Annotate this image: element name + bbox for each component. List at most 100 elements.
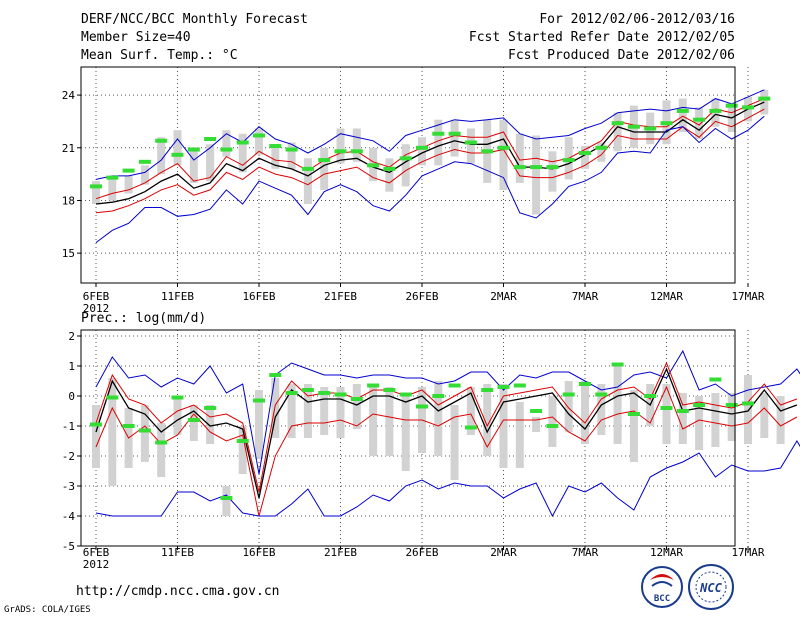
temp-spread-bar <box>450 119 459 157</box>
prec-spread-bar <box>532 417 541 432</box>
prec-spread-bar <box>385 387 394 456</box>
temp-observed-marker <box>530 165 543 170</box>
temp-spread-bar <box>189 151 198 183</box>
temp-plot-frame <box>80 66 736 284</box>
temp-spread-bar <box>532 135 541 215</box>
prec-observed-marker <box>318 391 331 395</box>
prec-observed-marker <box>432 394 445 398</box>
temp-observed-marker <box>644 126 657 131</box>
temp-observed-marker <box>416 145 428 150</box>
prec-y-tick-label: 2 <box>68 330 75 343</box>
temp-observed-marker <box>122 168 135 173</box>
temp-observed-marker <box>106 175 119 180</box>
temp-y-tick-label: 21 <box>62 142 75 155</box>
precipitation-variable-label: Prec.: log(mm/d) <box>81 311 206 326</box>
prec-y-tick-label: -2 <box>62 450 75 463</box>
temp-observed-marker <box>236 140 249 145</box>
temp-y-tick-label: 15 <box>62 247 75 260</box>
precipitation-panel: 6FEB 11FEB 16FEB 21FEB 26FEB 2MAR 7MAR 12MAR 17M… <box>62 329 800 571</box>
prec-x-tick-label: 2MAR <box>490 546 517 559</box>
temp-observed-marker <box>383 166 396 171</box>
prec-observed-marker <box>269 373 282 377</box>
prec-spread-bar <box>434 381 443 456</box>
prec-observed-marker <box>464 425 477 430</box>
prec-spread-bar <box>629 390 638 462</box>
temp-observed-marker <box>204 137 217 141</box>
prec-plot-frame <box>80 329 736 547</box>
temp-spread-bar <box>271 146 280 169</box>
temp-observed-marker <box>90 184 102 189</box>
temp-observed-marker <box>595 145 608 150</box>
prec-series-max <box>95 349 800 475</box>
prec-observed-marker <box>334 392 347 397</box>
prec-spread-bar <box>206 405 215 444</box>
bcc-logo: BCC <box>641 566 683 608</box>
temp-observed-marker <box>464 140 477 145</box>
prec-x-tick-label: 26FEB <box>405 546 438 559</box>
prec-spread-bar <box>173 399 182 435</box>
prec-observed-marker <box>530 409 543 413</box>
temp-observed-marker <box>155 138 168 143</box>
temp-observed-marker <box>334 149 347 154</box>
prec-x-tick-label: 16FEB <box>242 546 275 559</box>
prec-spread-bar <box>303 384 312 438</box>
temp-observed-marker <box>432 131 445 136</box>
prec-spread-bar <box>515 402 524 468</box>
prec-spread-bar <box>727 393 736 441</box>
ncc-logo: NCC <box>688 564 734 610</box>
prec-observed-marker <box>481 388 494 392</box>
prec-spread-bar <box>695 396 704 450</box>
prec-spread-bar <box>108 378 117 486</box>
temp-spread-bar <box>238 133 247 173</box>
temp-spread-bar <box>401 144 410 187</box>
produced-date-label: Fcst Produced Date 2012/02/06 <box>508 48 735 63</box>
prec-spread-bar <box>157 423 166 477</box>
prec-spread-bar <box>548 396 557 447</box>
temp-spread-bar <box>613 112 622 152</box>
temp-spread-bar <box>255 128 263 155</box>
prec-observed-marker <box>301 388 314 392</box>
forecast-period-label: For 2012/02/06-2012/03/16 <box>539 12 735 27</box>
prec-observed-marker <box>448 383 461 388</box>
prec-spread-bar <box>255 390 263 459</box>
prec-observed-marker <box>220 496 233 500</box>
prec-spread-bar <box>678 393 687 444</box>
temp-spread-bar <box>320 147 329 190</box>
prec-y-tick-label: 1 <box>68 360 75 373</box>
prec-y-tick-label: 0 <box>68 390 75 403</box>
prec-observed-marker <box>285 391 298 395</box>
bcc-logo-arc <box>651 581 673 587</box>
temperature-variable-label: Mean Surf. Temp.: °C <box>81 48 238 63</box>
prec-x-tick-label: 7MAR <box>572 546 599 559</box>
grads-credit: GrADS: COLA/IGES <box>4 605 91 615</box>
temp-observed-marker <box>693 117 706 122</box>
temp-observed-marker <box>285 147 298 152</box>
prec-x-tick-label: 17MAR <box>731 546 764 559</box>
prec-spread-bar <box>352 384 361 429</box>
temp-observed-marker <box>481 149 494 154</box>
prec-observed-marker <box>579 382 591 386</box>
temp-spread-bar <box>92 181 100 204</box>
temp-observed-marker <box>709 108 722 113</box>
temp-x-tick-label: 11FEB <box>161 290 194 303</box>
temp-series-min <box>95 115 765 243</box>
prec-spread-bar <box>581 381 589 444</box>
prec-observed-marker <box>106 395 119 400</box>
prec-observed-marker <box>546 424 559 428</box>
temp-observed-marker <box>301 166 314 171</box>
prec-spread-bar <box>140 405 149 462</box>
bcc-logo-text: BCC <box>654 594 670 604</box>
prec-observed-marker <box>350 397 363 401</box>
prec-x-tick-label: 6FEB <box>83 546 110 559</box>
prec-spread-bar <box>597 384 606 435</box>
prec-spread-bar <box>760 393 769 438</box>
prec-spread-bar <box>92 405 100 468</box>
temp-spread-bar <box>515 133 524 183</box>
prec-spread-bar <box>189 405 198 441</box>
temp-observed-marker <box>318 158 331 163</box>
prec-spread-bar <box>222 486 231 516</box>
temp-observed-marker <box>513 165 526 170</box>
figure-title: DERF/NCC/BCC Monthly Forecast <box>81 12 308 27</box>
temp-observed-marker <box>660 121 673 126</box>
